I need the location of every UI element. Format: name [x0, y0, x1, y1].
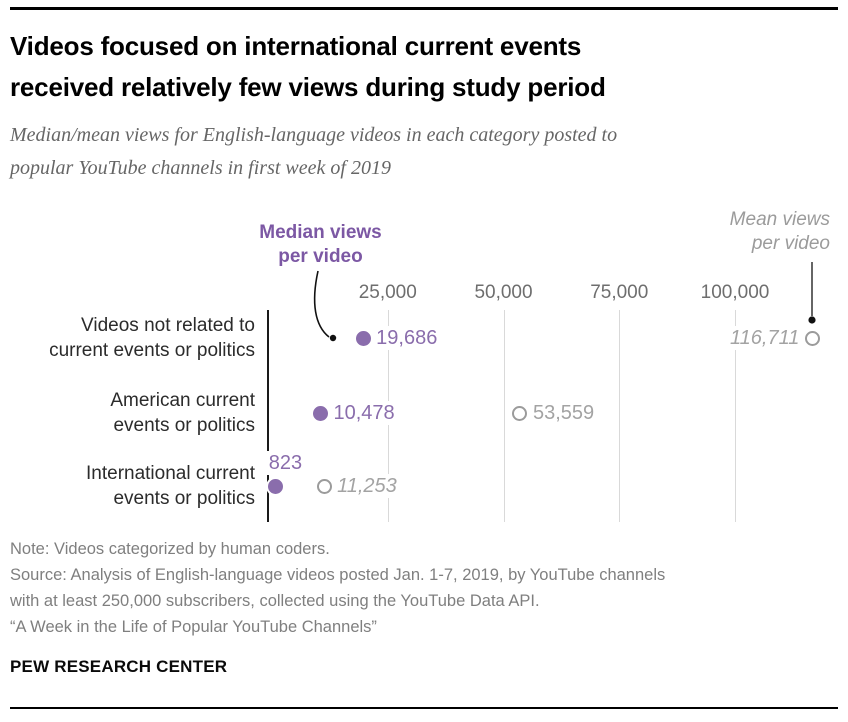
- top-divider: [10, 7, 838, 10]
- median-dot: [355, 330, 371, 346]
- mean-value-label: 11,253: [335, 474, 399, 498]
- median-value-label: 823: [266, 451, 305, 475]
- mean-callout-dot: [808, 316, 816, 324]
- median-value-label: 10,478: [331, 401, 397, 425]
- mean-dot: [316, 478, 332, 494]
- mean-series-annotation: Mean views per video: [729, 209, 830, 254]
- mean-value-label: 116,711: [728, 326, 802, 350]
- gridline-75,000: [619, 310, 621, 522]
- y-axis-line: [267, 310, 269, 522]
- median-value-label: 19,686: [374, 326, 440, 350]
- bottom-divider: [10, 707, 838, 709]
- pew-research-center-wordmark: PEW RESEARCH CENTER: [10, 657, 228, 676]
- mean-value-label: 53,559: [530, 401, 597, 425]
- category-label: Videos not related to current events or …: [49, 315, 255, 361]
- median-callout-dot: [329, 334, 337, 342]
- mean-dot: [512, 405, 528, 421]
- gridline-50,000: [503, 310, 505, 522]
- median-dot: [268, 478, 284, 494]
- x-tick-label: 75,000: [590, 282, 649, 303]
- median-callout-arrow: [313, 270, 330, 338]
- x-tick-label: 50,000: [474, 282, 533, 303]
- median-dot: [313, 405, 328, 421]
- category-label: American current events or politics: [110, 390, 255, 436]
- mean-dot: [804, 330, 820, 346]
- category-label: International current events or politics: [86, 463, 255, 509]
- note-source-text: Note: Videos categorized by human coders…: [10, 540, 666, 636]
- x-tick-label: 100,000: [700, 282, 770, 303]
- median-series-annotation: Median views per video: [259, 222, 382, 267]
- gridline-100,000: [735, 310, 736, 522]
- chart-title: Videos focused on international current …: [10, 31, 606, 102]
- chart-subtitle: Median/mean views for English-language v…: [10, 124, 618, 179]
- x-tick-label: 25,000: [358, 282, 417, 303]
